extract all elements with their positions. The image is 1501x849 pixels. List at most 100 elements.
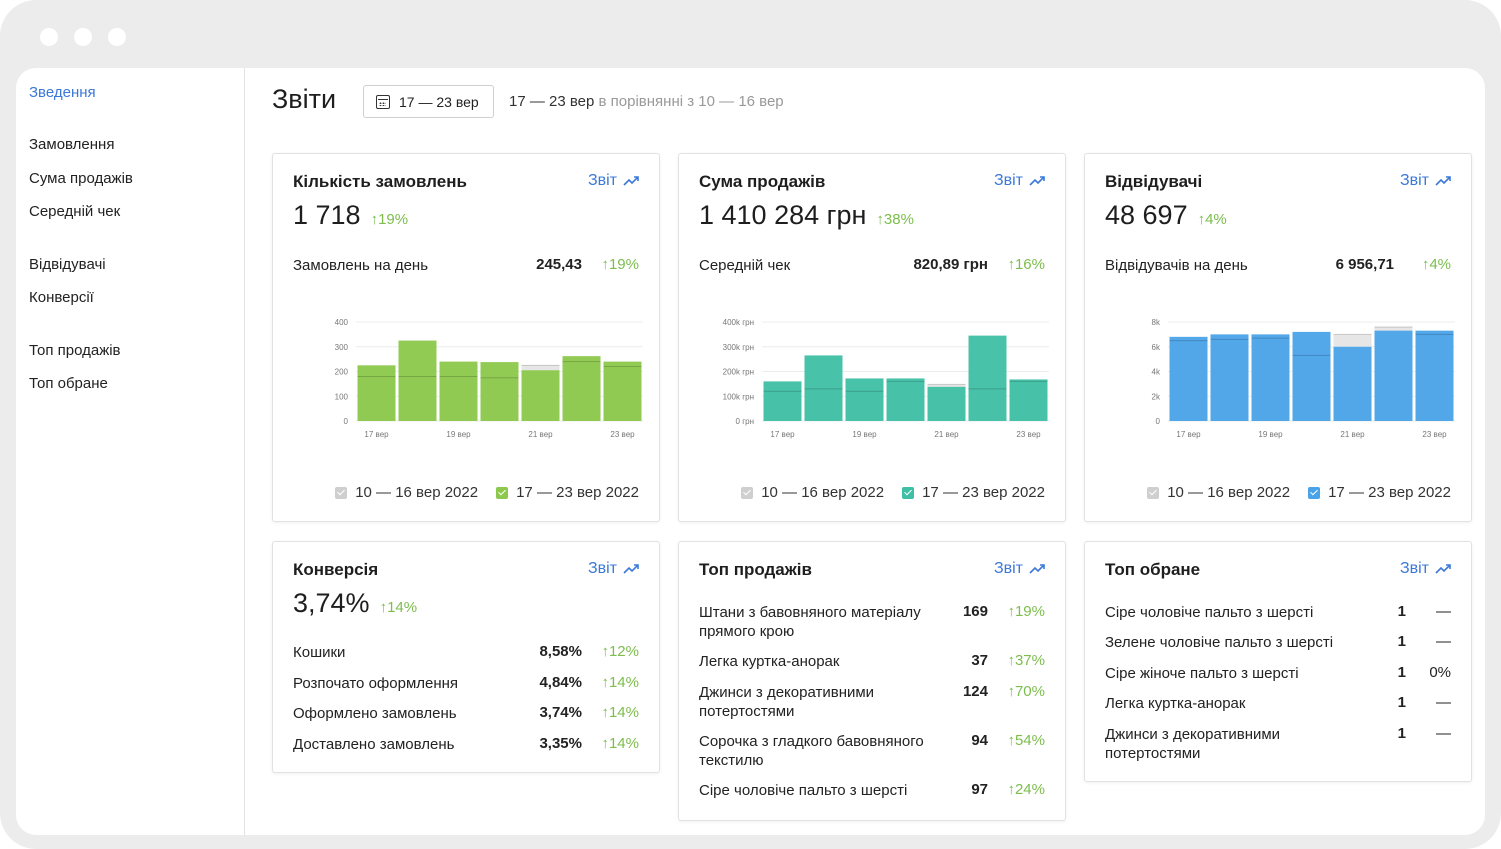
checkbox-checked-icon[interactable] [741, 486, 754, 499]
row-change: ↑4% [1421, 256, 1451, 273]
list-item[interactable]: Сіре чоловіче пальто з шерсті 1 — [1105, 603, 1451, 622]
sidebar: Зведення Замовлення Сума продажів Середн… [16, 68, 245, 835]
visitors-total: 48 697 ↑4% [1105, 200, 1227, 231]
report-link-label: Звіт [587, 560, 617, 577]
list-item[interactable]: Зелене чоловіче пальто з шерсті 1 — [1105, 633, 1451, 652]
y-tick-label: 300 [335, 343, 349, 352]
product-change: ↑70% [1007, 683, 1045, 700]
sales-value: 1 410 284 грн [699, 200, 867, 230]
product-name: Сіре чоловіче пальто з шерсті [1105, 604, 1314, 621]
bar-current [1292, 331, 1331, 421]
product-count: 1 [1397, 725, 1406, 742]
chart-legend: 10 — 16 вер 2022 17 — 23 вер 2022 [741, 484, 1045, 501]
bar-current [886, 378, 925, 421]
window-dot-icon[interactable] [74, 28, 92, 46]
trend-up-icon [1435, 564, 1451, 574]
visitors-report-link[interactable]: Звіт [1400, 172, 1451, 190]
sidebar-item-orders[interactable]: Замовлення [29, 136, 115, 153]
checkbox-checked-icon[interactable] [335, 486, 348, 499]
sidebar-item-conversions[interactable]: Конверсії [29, 289, 94, 306]
product-name: Сіре жіноче пальто з шерсті [1105, 665, 1299, 682]
orders-report-link[interactable]: Звіт [588, 172, 639, 190]
y-tick-label: 4k [1152, 368, 1161, 377]
sidebar-item-summary[interactable]: Зведення [29, 84, 96, 101]
bar-current [480, 362, 519, 421]
bar-current [1374, 330, 1413, 421]
trend-up-icon [623, 176, 639, 186]
sidebar-item-top-sales[interactable]: Топ продажів [29, 342, 121, 359]
list-item[interactable]: Легка куртка-анорак 1 — [1105, 694, 1451, 713]
conversion-total: 3,74% ↑14% [293, 588, 417, 619]
row-label: Замовлень на день [293, 257, 429, 274]
checkbox-checked-icon[interactable] [1308, 486, 1321, 499]
sidebar-item-avg-check[interactable]: Середній чек [29, 203, 121, 220]
main-content: Звіти 17 — 23 вер 17 — 23 вер в порівнян… [245, 68, 1485, 835]
window-dot-icon[interactable] [40, 28, 58, 46]
legend-item-curr[interactable]: 17 — 23 вер 2022 [902, 484, 1045, 501]
app-screen: Зведення Замовлення Сума продажів Середн… [16, 68, 1485, 835]
avg-check-row: Середній чек 820,89 грн ↑16% [699, 256, 1045, 275]
sidebar-item-sales[interactable]: Сума продажів [29, 170, 133, 187]
row-label: Кошики [293, 644, 346, 661]
window-dot-icon[interactable] [108, 28, 126, 46]
conversion-report-link[interactable]: Звіт [588, 560, 639, 578]
checkbox-checked-icon[interactable] [496, 486, 509, 499]
product-change: ↑19% [1007, 603, 1045, 620]
sales-change: ↑38% [876, 211, 914, 228]
y-tick-label: 400k грн [723, 318, 754, 327]
row-change: ↑14% [601, 735, 639, 752]
x-tick-label: 17 вер [770, 430, 795, 439]
visitors-value: 48 697 [1105, 200, 1188, 230]
card-title: Відвідувачі [1105, 172, 1203, 191]
sidebar-item-top-favorites[interactable]: Топ обране [29, 375, 108, 392]
y-tick-label: 0 грн [736, 417, 754, 426]
list-item[interactable]: Сорочка з гладкого бавовняного текстилю … [699, 732, 1045, 770]
table-row: Розпочато оформлення 4,84% ↑14% [293, 674, 639, 693]
x-tick-label: 23 вер [1422, 430, 1447, 439]
bar-current [521, 370, 560, 421]
visitors-change: ↑4% [1197, 211, 1227, 228]
legend-item-prev[interactable]: 10 — 16 вер 2022 [1147, 484, 1290, 501]
product-change: ↑37% [1007, 652, 1045, 669]
trend-up-icon [1029, 564, 1045, 574]
top-favorites-report-link[interactable]: Звіт [1400, 560, 1451, 578]
list-item[interactable]: Штани з бавовняного матеріалу прямого кр… [699, 603, 1045, 641]
checkbox-checked-icon[interactable] [902, 486, 915, 499]
sales-report-link[interactable]: Звіт [994, 172, 1045, 190]
product-name: Джинси з декоративними потертостями [699, 684, 875, 720]
legend-label: 10 — 16 вер 2022 [355, 484, 479, 501]
checkbox-checked-icon[interactable] [1147, 486, 1160, 499]
row-change: ↑19% [601, 256, 639, 273]
x-tick-label: 21 вер [528, 430, 553, 439]
row-label: Оформлено замовлень [293, 705, 457, 722]
x-tick-label: 19 вер [446, 430, 471, 439]
bar-current [562, 356, 601, 421]
list-item[interactable]: Легка куртка-анорак 37 ↑37% [699, 652, 1045, 671]
sidebar-item-visitors[interactable]: Відвідувачі [29, 256, 106, 273]
list-item[interactable]: Джинси з декоративними потертостями 1 — [1105, 725, 1451, 763]
product-change: — [1436, 725, 1451, 742]
product-count: 1 [1397, 694, 1406, 711]
row-value: 820,89 грн [913, 256, 988, 273]
product-count: 169 [962, 603, 988, 620]
conversion-value: 3,74% [293, 588, 370, 618]
comparison-current: 17 — 23 вер [509, 93, 595, 110]
orders-chart: 0 100 200 300 400 17 вер 19 вер 21 вер 23 вер [335, 318, 643, 439]
table-row: Доставлено замовлень 3,35% ↑14% [293, 735, 639, 754]
top-sales-report-link[interactable]: Звіт [994, 560, 1045, 578]
legend-item-curr[interactable]: 17 — 23 вер 2022 [1308, 484, 1451, 501]
y-tick-label: 8k [1152, 318, 1161, 327]
list-item[interactable]: Сіре жіноче пальто з шерсті 1 0% [1105, 664, 1451, 683]
legend-item-prev[interactable]: 10 — 16 вер 2022 [741, 484, 884, 501]
legend-item-prev[interactable]: 10 — 16 вер 2022 [335, 484, 478, 501]
date-range-button[interactable]: 17 — 23 вер [363, 85, 494, 118]
legend-item-curr[interactable]: 17 — 23 вер 2022 [496, 484, 639, 501]
sales-total: 1 410 284 грн ↑38% [699, 200, 914, 231]
orders-value: 1 718 [293, 200, 361, 230]
list-item[interactable]: Сіре чоловіче пальто з шерсті 97 ↑24% [699, 781, 1045, 800]
product-count: 97 [971, 781, 988, 798]
bar-current [603, 361, 642, 421]
row-change: ↑14% [601, 674, 639, 691]
list-item[interactable]: Джинси з декоративними потертостями 124 … [699, 683, 1045, 721]
